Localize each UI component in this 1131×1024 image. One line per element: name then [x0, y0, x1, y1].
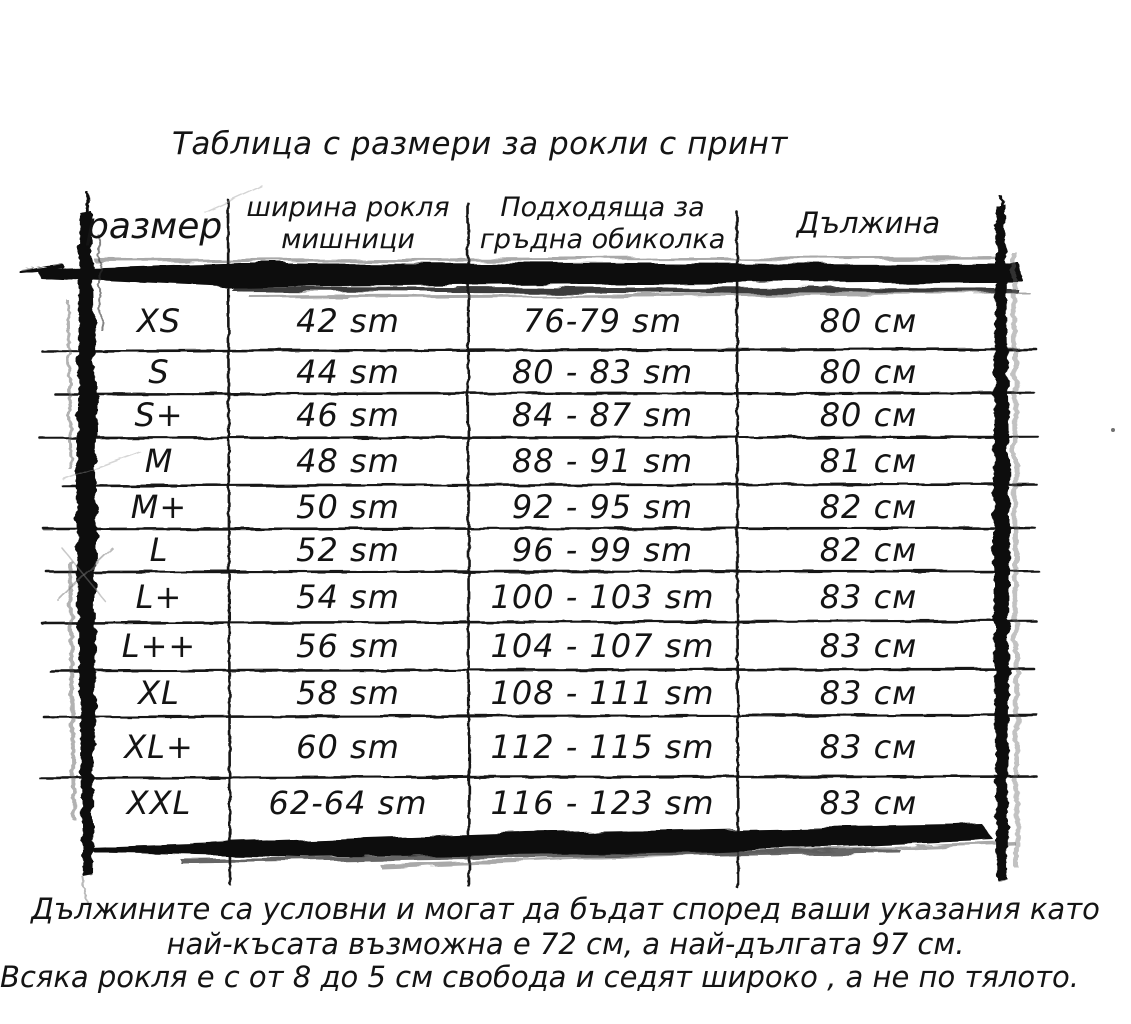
length-cell: 80 см: [819, 302, 918, 340]
table-row: XL+ 60 sm 112 - 115 sm 83 см: [90, 716, 1000, 777]
page-title: Таблица с размери за рокли с принт: [172, 126, 788, 162]
stray-ink-dot: [1111, 428, 1115, 432]
width-cell: 50 sm: [296, 487, 400, 526]
length-cell: 82 см: [819, 530, 918, 569]
width-cell: 44 sm: [296, 352, 400, 391]
table-row: M+ 50 sm 92 - 95 sm 82 см: [90, 485, 1000, 528]
length-cell: 83 см: [819, 674, 918, 712]
header-bust-line1: Подходяща за: [500, 192, 705, 223]
length-cell: 83 см: [819, 577, 918, 616]
header-size: размер: [86, 206, 223, 247]
table-row: L+ 54 sm 100 - 103 sm 83 см: [90, 571, 1000, 622]
length-cell: 83 см: [819, 783, 918, 822]
bust-cell: 92 - 95 sm: [511, 487, 694, 526]
length-cell: 83 см: [819, 627, 918, 665]
footer-note-line3: Всяка рокля е с от 8 до 5 см свобода и с…: [0, 960, 1079, 994]
width-cell: 46 sm: [296, 396, 400, 434]
length-cell: 82 см: [819, 487, 918, 526]
table-row: XS 42 sm 76-79 sm 80 см: [90, 292, 1000, 350]
size-cell: L+: [135, 577, 183, 616]
width-cell: 42 sm: [296, 302, 400, 340]
table-row: XXL 62-64 sm 116 - 123 sm 83 см: [90, 777, 1000, 828]
size-cell: XS: [136, 302, 182, 340]
size-cell: M+: [130, 487, 188, 526]
table-row: S 44 sm 80 - 83 sm 80 см: [90, 350, 1000, 393]
width-cell: 54 sm: [296, 577, 400, 616]
width-cell: 62-64 sm: [268, 783, 428, 822]
width-cell: 52 sm: [296, 530, 400, 569]
table-row: L 52 sm 96 - 99 sm 82 см: [90, 528, 1000, 571]
bust-cell: 116 - 123 sm: [490, 783, 715, 822]
size-cell: L++: [121, 627, 197, 665]
length-cell: 83 см: [819, 727, 918, 766]
bust-cell: 112 - 115 sm: [490, 727, 715, 766]
length-cell: 80 см: [819, 396, 918, 434]
table-row: L++ 56 sm 104 - 107 sm 83 см: [90, 622, 1000, 670]
width-cell: 58 sm: [296, 674, 400, 712]
width-cell: 56 sm: [296, 627, 400, 665]
size-cell: M: [144, 442, 174, 480]
width-cell: 48 sm: [296, 442, 400, 480]
bust-cell: 76-79 sm: [523, 302, 682, 340]
table-row: M 48 sm 88 - 91 sm 81 см: [90, 437, 1000, 485]
header-width: ширина рокля мишници: [228, 192, 468, 256]
bust-cell: 104 - 107 sm: [490, 627, 715, 665]
header-width-line1: ширина рокля: [246, 192, 450, 223]
size-cell: S+: [134, 396, 184, 434]
bust-cell: 100 - 103 sm: [490, 577, 715, 616]
size-cell: XL+: [124, 727, 194, 766]
length-cell: 81 см: [819, 442, 918, 480]
table-row: XL 58 sm 108 - 111 sm 83 см: [90, 670, 1000, 716]
bust-cell: 80 - 83 sm: [511, 352, 694, 391]
footer-note-line1: Дължините са условни и могат да бъдат сп…: [31, 892, 1100, 926]
size-cell: S: [148, 352, 170, 391]
bust-cell: 88 - 91 sm: [511, 442, 694, 480]
header-length: Дължина: [796, 206, 941, 240]
table-row: S+ 46 sm 84 - 87 sm 80 см: [90, 393, 1000, 437]
bust-cell: 84 - 87 sm: [511, 396, 694, 434]
header-bust-line2: гръдна обиколка: [479, 223, 726, 255]
bust-cell: 96 - 99 sm: [511, 530, 694, 569]
size-cell: XXL: [126, 783, 192, 822]
size-cell: L: [149, 530, 169, 569]
header-bust: Подходяща за гръдна обиколка: [468, 192, 737, 256]
footer-note-line2: най-късата възможна е 72 см, а най-дълга…: [166, 927, 965, 961]
size-cell: XL: [138, 674, 180, 712]
header-width-line2: мишници: [281, 223, 415, 255]
bust-cell: 108 - 111 sm: [490, 674, 715, 712]
length-cell: 80 см: [819, 352, 918, 391]
width-cell: 60 sm: [296, 727, 400, 766]
